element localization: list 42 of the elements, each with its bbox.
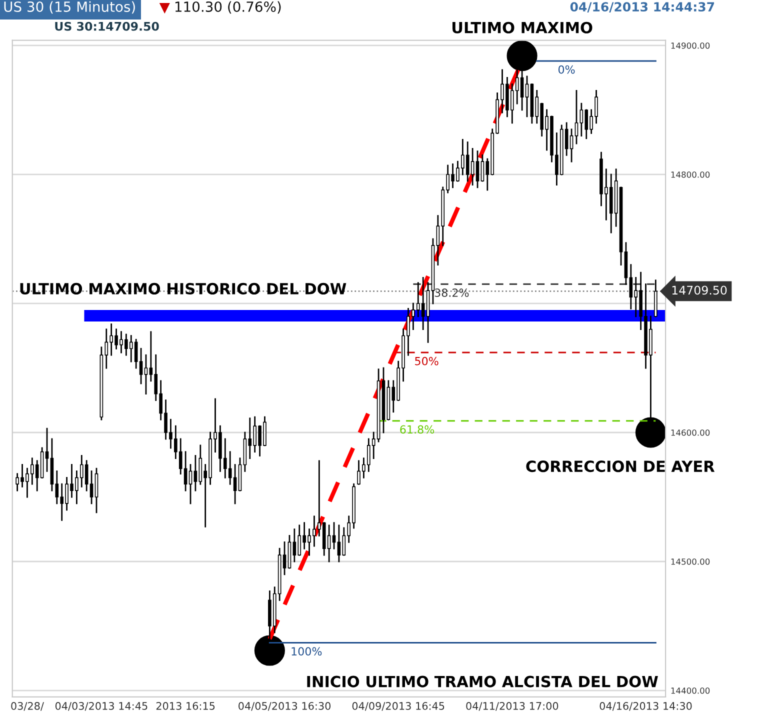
- series-label: 61.8%: [400, 425, 434, 434]
- band-label: ULTIMO MAXIMO HISTORICO DEL DOW: [20, 282, 346, 294]
- x-tick-label: 04/03/2013 14:45: [55, 702, 148, 711]
- annotation: INICIO ULTIMO TRAMO ALCISTA DEL DOW: [307, 676, 658, 688]
- y-tick-label: 14800.00: [671, 171, 710, 178]
- candlestick: [570, 128, 574, 162]
- y-tick-label: 14900.00: [671, 42, 710, 49]
- annotation: CORRECCION DE AYER: [526, 460, 715, 472]
- candlestick: [194, 455, 198, 492]
- text: US 30:14709.50: [55, 22, 159, 31]
- x-tick-label: 04/11/2013 17:00: [466, 702, 558, 711]
- point: [254, 635, 285, 666]
- text: 14709.50: [672, 286, 727, 295]
- chart-subtitle: 110.30 (0.76%): [175, 1, 281, 14]
- x-tick-label: 04/05/2013 16:30: [238, 702, 331, 711]
- text: ULTIMO MAXIMO: [452, 22, 592, 34]
- series-label: 100%: [292, 647, 322, 656]
- x-tick-label: 04/16/2013 14:30: [600, 702, 692, 711]
- candlestick: [188, 464, 192, 504]
- y-tick-label: 14600.00: [671, 429, 710, 436]
- y-tick-label: 14500.00: [671, 558, 710, 565]
- series-label: 0%: [558, 65, 575, 74]
- candlestick: [90, 470, 94, 504]
- candlestick: [525, 76, 529, 118]
- candlestick: [337, 524, 341, 562]
- point: [635, 417, 666, 448]
- series-label: 50%: [415, 356, 438, 366]
- candlestick: [282, 541, 286, 576]
- x-tick-label: 04/09/2013 16:45: [352, 702, 444, 711]
- series-label: 38.2%: [434, 288, 469, 297]
- candlestick: [144, 354, 148, 394]
- candlestick: [480, 154, 484, 182]
- point: [506, 40, 538, 72]
- candlestick: [574, 90, 578, 144]
- x-tick-label: 03/28/: [11, 702, 44, 711]
- candlestick: [476, 150, 480, 188]
- text: 04/16/2013 14:44:37: [570, 2, 714, 13]
- candlestick: [139, 348, 143, 384]
- y-tick-label: 14400.00: [671, 687, 710, 694]
- candlestick: [94, 468, 98, 514]
- chart-title: US 30 (15 Minutos): [4, 1, 135, 14]
- x-tick-label: 2013 16:15: [156, 702, 215, 710]
